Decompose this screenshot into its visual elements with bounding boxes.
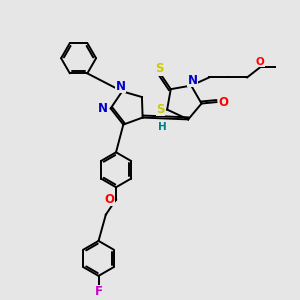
Text: S: S	[155, 62, 163, 75]
Text: S: S	[157, 103, 165, 116]
Text: O: O	[105, 193, 115, 206]
Text: N: N	[98, 102, 108, 115]
Text: O: O	[218, 96, 228, 109]
Text: F: F	[94, 285, 103, 298]
Text: N: N	[116, 80, 126, 93]
Text: N: N	[188, 74, 198, 87]
Text: H: H	[158, 122, 166, 132]
Text: O: O	[256, 57, 265, 67]
